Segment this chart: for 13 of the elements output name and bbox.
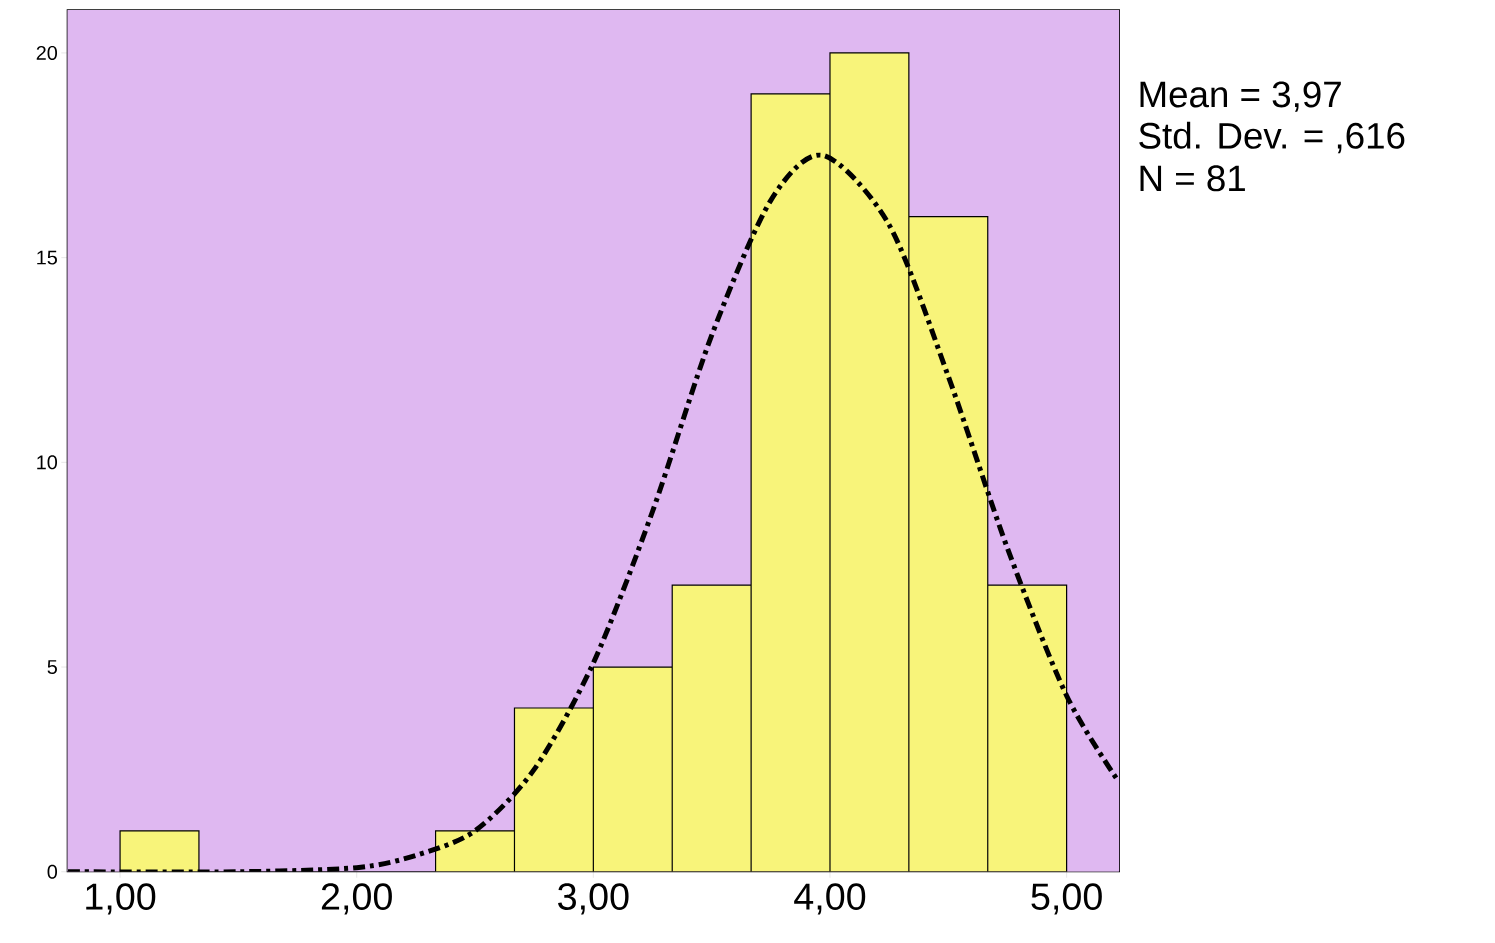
x-tick-label: 1,00 xyxy=(86,883,156,915)
text: Std. Dev. = ,616 xyxy=(1139,122,1405,154)
x-tick-label: 2,00 xyxy=(321,883,392,915)
x-tick-label: 3,00 xyxy=(558,883,629,915)
y-tick-label: 5 xyxy=(47,660,57,675)
y-tick-label: 20 xyxy=(36,46,58,61)
x-tick-label: 5,00 xyxy=(1031,883,1102,915)
text: N = 81 xyxy=(1140,165,1245,192)
y-tick-label: 0 xyxy=(47,864,58,880)
y-tick-label: 10 xyxy=(37,455,58,470)
y-tick-label: 15 xyxy=(37,250,57,265)
x-tick-label: 4,00 xyxy=(794,883,866,915)
text: Mean = 3,97 xyxy=(1140,81,1341,113)
